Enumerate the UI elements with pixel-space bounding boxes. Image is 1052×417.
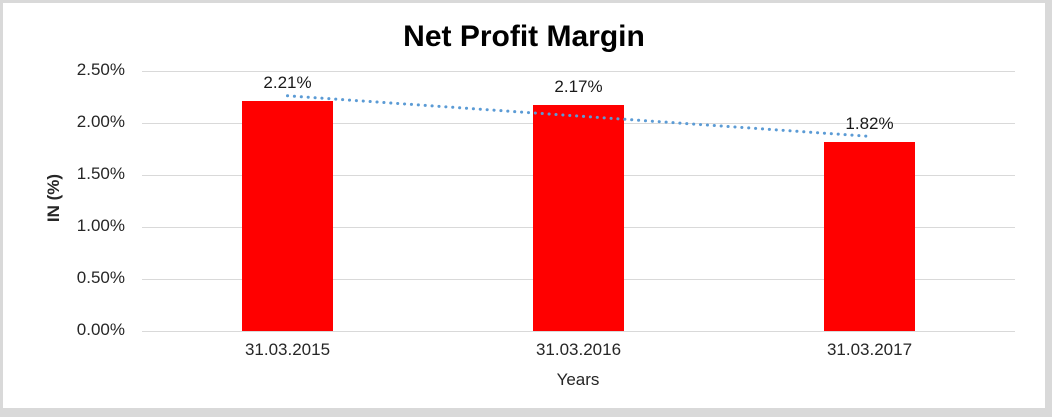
bar-data-label: 2.21% — [263, 73, 312, 93]
bar — [824, 141, 915, 331]
plot-area: 0.00% 0.50% 1.00% 1.50% 2.00% 2.50% 2.21% 31.03… — [3, 3, 1045, 408]
y-tick-label: 1.50% — [76, 164, 125, 183]
gridline — [142, 331, 1015, 332]
x-tick-label: 31.03.2017 — [826, 340, 913, 359]
gridline — [142, 71, 1015, 72]
y-tick-label: 2.50% — [76, 60, 125, 79]
x-tick-label: 31.03.2016 — [535, 340, 622, 359]
bar — [242, 101, 333, 331]
x-tick-label: 31.03.2015 — [244, 340, 331, 359]
y-tick-label: 1.00% — [76, 216, 125, 235]
y-tick-label: 0.50% — [76, 268, 125, 287]
chart-title: Net Profit Margin — [403, 20, 645, 53]
y-tick-label: 2.00% — [76, 112, 125, 131]
y-tick-label: 0.00% — [76, 320, 125, 339]
bar — [533, 105, 624, 331]
bar-data-label: 1.82% — [845, 113, 894, 133]
bar-data-label: 2.17% — [554, 77, 603, 97]
x-axis-title: Years — [556, 370, 600, 389]
